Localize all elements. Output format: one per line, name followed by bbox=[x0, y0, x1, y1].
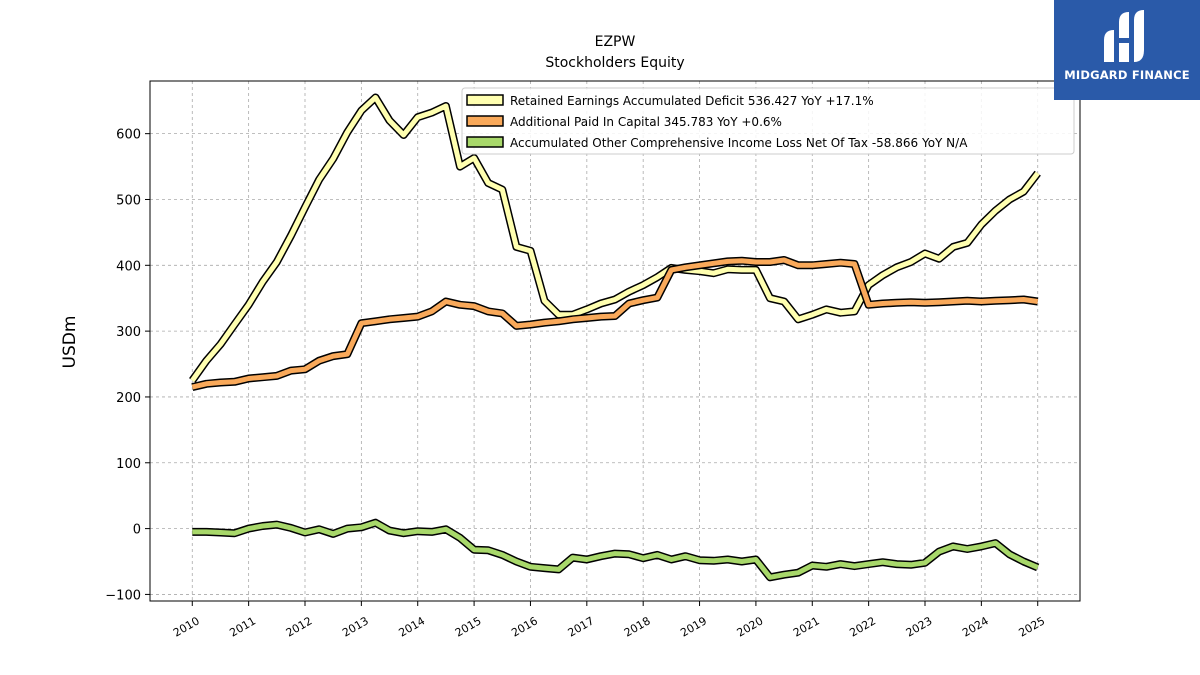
x-tick-label: 2015 bbox=[453, 614, 484, 639]
y-tick-label: 0 bbox=[133, 523, 141, 538]
x-tick-label: 2017 bbox=[566, 614, 597, 639]
legend-swatch-1 bbox=[466, 115, 504, 127]
chart-title: EZPW bbox=[595, 34, 636, 50]
series-line-2 bbox=[192, 520, 1039, 580]
y-tick-label: 200 bbox=[116, 391, 141, 406]
logo-text: MIDGARD FINANCE bbox=[1064, 68, 1190, 82]
midgard-finance-logo: MIDGARD FINANCE bbox=[1054, 0, 1200, 100]
legend-swatch-0 bbox=[466, 94, 504, 106]
y-tick-label: 100 bbox=[116, 457, 141, 472]
legend-box bbox=[461, 87, 1075, 155]
y-axis: −100 0 100 200 300 400 500 600 bbox=[105, 128, 150, 603]
legend-label-2: Accumulated Other Comprehensive Income L… bbox=[510, 136, 968, 150]
series-group bbox=[189, 93, 1041, 582]
legend: Retained Earnings Accumulated Deficit 53… bbox=[461, 87, 1075, 155]
x-tick-label: 2023 bbox=[904, 614, 935, 639]
x-tick-label: 2013 bbox=[340, 614, 371, 639]
x-tick-label: 2024 bbox=[960, 614, 991, 639]
x-tick-label: 2016 bbox=[509, 614, 540, 639]
y-tick-label: 500 bbox=[116, 193, 141, 208]
x-tick-label: 2021 bbox=[791, 614, 822, 639]
x-tick-label: 2020 bbox=[735, 614, 766, 639]
legend-swatch-2 bbox=[466, 136, 504, 148]
y-tick-label: 300 bbox=[116, 325, 141, 340]
y-tick-label: 600 bbox=[116, 128, 141, 143]
x-tick-label: 2018 bbox=[622, 614, 653, 639]
x-tick-label: 2012 bbox=[284, 614, 315, 639]
x-tick-label: 2014 bbox=[396, 614, 427, 639]
x-tick-label: 2011 bbox=[227, 614, 258, 639]
y-tick-label: −100 bbox=[105, 588, 141, 603]
x-tick-label: 2010 bbox=[171, 614, 202, 639]
legend-label-0: Retained Earnings Accumulated Deficit 53… bbox=[510, 94, 874, 108]
x-tick-label: 2022 bbox=[847, 614, 878, 639]
axes-frame bbox=[149, 80, 1081, 602]
grid bbox=[150, 81, 1080, 601]
legend-label-1: Additional Paid In Capital 345.783 YoY +… bbox=[510, 115, 782, 129]
y-tick-label: 400 bbox=[116, 259, 141, 274]
y-axis-label: USDm bbox=[60, 316, 80, 369]
series-outline-1 bbox=[191, 256, 1039, 391]
series-line-0 bbox=[190, 95, 1040, 382]
x-tick-label: 2025 bbox=[1016, 614, 1047, 639]
series-line-1 bbox=[191, 257, 1039, 390]
chart-subtitle: Stockholders Equity bbox=[545, 55, 684, 71]
logo-mark-icon bbox=[1104, 10, 1144, 62]
x-axis: 2010 2011 2012 2013 2014 2015 2016 2017 2018 2019… bbox=[171, 601, 1047, 640]
x-tick-label: 2019 bbox=[678, 614, 709, 639]
